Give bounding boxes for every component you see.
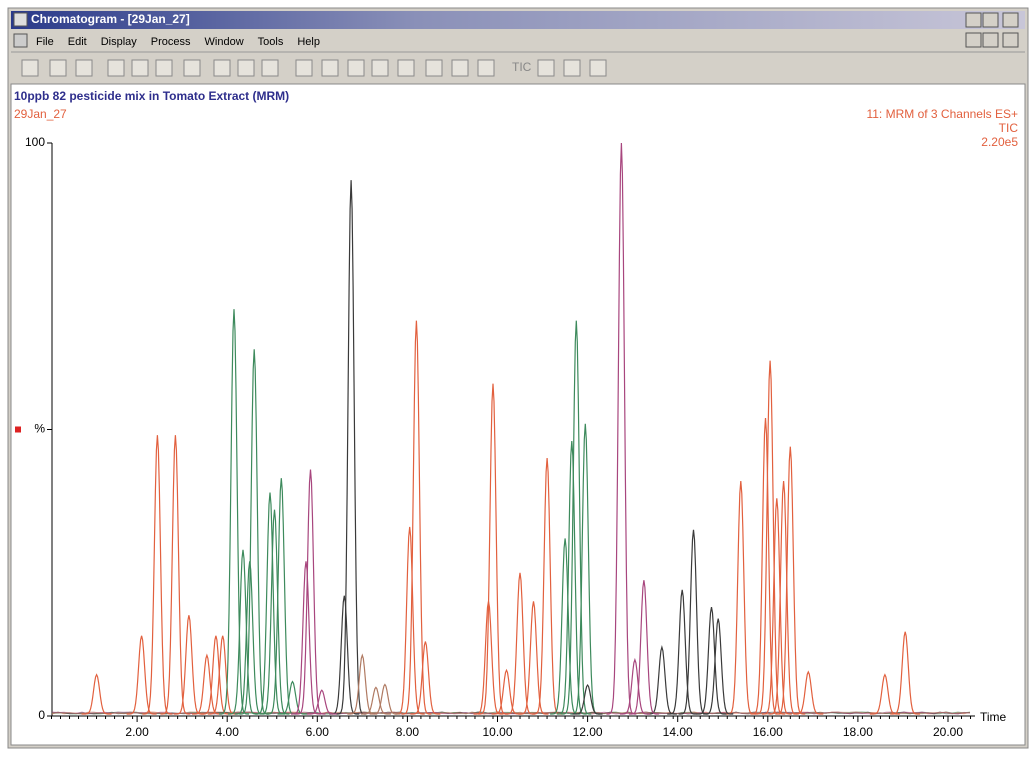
channel-marker — [15, 427, 21, 433]
maximize[interactable] — [983, 13, 998, 27]
tool-button[interactable] — [262, 60, 278, 76]
menu-item[interactable]: Window — [205, 36, 244, 48]
menu-item[interactable]: File — [36, 36, 54, 48]
tool-button[interactable] — [590, 60, 606, 76]
window: Chromatogram - [29Jan_27] File Edit Displa… — [0, 0, 1036, 759]
toolbar-tic[interactable]: TIC — [512, 60, 532, 74]
tool-button[interactable] — [50, 60, 66, 76]
tool-button[interactable] — [296, 60, 312, 76]
menu-item[interactable]: Process — [151, 36, 191, 48]
y-tick-label: 0 — [38, 708, 45, 722]
tool-button[interactable] — [426, 60, 442, 76]
tool-button[interactable] — [398, 60, 414, 76]
x-tick-label: 6.00 — [306, 725, 330, 739]
annotation: TIC — [999, 121, 1019, 135]
menu-item[interactable]: Help — [297, 36, 320, 48]
close[interactable] — [1003, 13, 1018, 27]
menu-item[interactable]: Display — [101, 36, 138, 48]
x-tick-label: 8.00 — [396, 725, 420, 739]
x-tick-label: 12.00 — [573, 725, 603, 739]
app: Chromatogram - [29Jan_27] File Edit Displa… — [0, 0, 1036, 759]
tool-button[interactable] — [564, 60, 580, 76]
tool-button[interactable] — [76, 60, 92, 76]
x-tick-label: 20.00 — [933, 725, 963, 739]
tool-button[interactable] — [238, 60, 254, 76]
x-tick-label: 16.00 — [753, 725, 783, 739]
tool-button[interactable] — [108, 60, 124, 76]
chart-title: 10ppb 82 pesticide mix in Tomato Extract… — [14, 89, 289, 103]
tool-button[interactable] — [452, 60, 468, 76]
tool-button[interactable] — [132, 60, 148, 76]
doc-icon — [14, 34, 27, 47]
child-restore[interactable] — [983, 33, 998, 47]
annotation: 29Jan_27 — [14, 107, 67, 121]
annotation: 2.20e5 — [981, 135, 1018, 149]
child-minimize[interactable] — [966, 33, 981, 47]
tool-button[interactable] — [156, 60, 172, 76]
y-tick-label: 100 — [25, 135, 45, 149]
x-tick-label: 18.00 — [843, 725, 873, 739]
y-tick-label: % — [34, 422, 45, 436]
window-title: Chromatogram - [29Jan_27] — [31, 12, 190, 26]
tool-button[interactable] — [538, 60, 554, 76]
tool-button[interactable] — [372, 60, 388, 76]
tool-button[interactable] — [214, 60, 230, 76]
x-tick-label: 4.00 — [216, 725, 240, 739]
x-tick-label: 10.00 — [482, 725, 512, 739]
menu-item[interactable]: Edit — [68, 36, 87, 48]
tool-button[interactable] — [478, 60, 494, 76]
app-icon — [14, 13, 27, 26]
plot-panel — [11, 84, 1025, 745]
annotation: 11: MRM of 3 Channels ES+ — [866, 107, 1018, 121]
tool-button[interactable] — [322, 60, 338, 76]
tool-button[interactable] — [348, 60, 364, 76]
child-close[interactable] — [1003, 33, 1018, 47]
tool-button[interactable] — [22, 60, 38, 76]
tool-button[interactable] — [184, 60, 200, 76]
minimize[interactable] — [966, 13, 981, 27]
menu-item[interactable]: Tools — [258, 36, 284, 48]
x-tick-label: 14.00 — [663, 725, 693, 739]
x-tick-label: 2.00 — [125, 725, 149, 739]
x-axis-label: Time — [980, 710, 1007, 724]
